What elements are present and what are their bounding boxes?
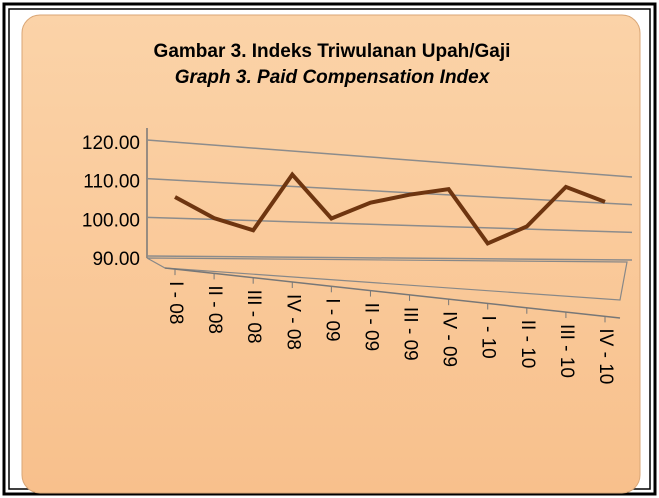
y-tick-label: 120.00	[82, 133, 140, 154]
chart-title: Gambar 3. Indeks Triwulanan Upah/Gaji	[154, 41, 511, 62]
x-tick-label: I - 08	[165, 281, 186, 324]
grid-line	[146, 139, 633, 178]
x-tick-label: IV - 10	[595, 328, 616, 384]
y-tick-label: 110.00	[83, 172, 140, 193]
y-tick-label: 90.00	[92, 249, 140, 270]
x-tick-label: III - 08	[243, 290, 264, 344]
chart-area	[21, 14, 641, 494]
floor	[146, 257, 628, 301]
y-tick-label: 100.00	[82, 210, 140, 231]
x-tick-label: IV - 08	[282, 294, 303, 350]
x-tick-label: III - 09	[400, 307, 421, 361]
x-axis	[164, 267, 621, 319]
grid-line	[146, 255, 633, 261]
grid-line	[146, 216, 633, 234]
x-tick-label: II - 10	[517, 320, 538, 369]
x-tick-label: II - 08	[204, 285, 225, 334]
x-tick-label: IV - 09	[439, 311, 460, 367]
x-tick-label: III - 10	[556, 324, 577, 378]
chart-subtitle: Graph 3. Paid Compensation Index	[175, 67, 491, 88]
data-line	[174, 171, 606, 246]
x-tick-label: I - 09	[321, 298, 342, 341]
x-tick-label: II - 09	[360, 303, 381, 352]
x-tick-label: I - 10	[478, 315, 499, 358]
